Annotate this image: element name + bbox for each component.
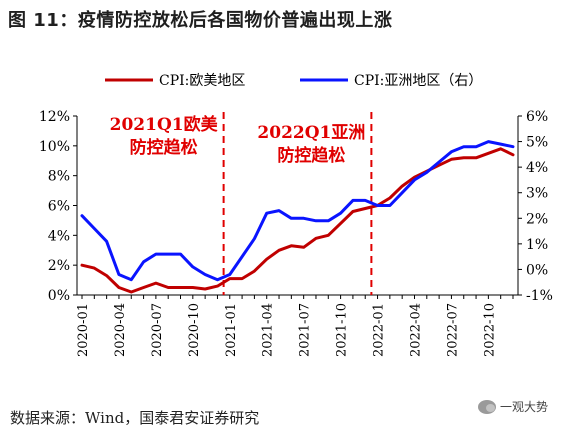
x-tick-label: 2022-04 [408, 303, 423, 357]
x-tick-label: 2021-04 [261, 303, 276, 357]
event-marker-label: 2022Q1亚洲 [257, 123, 365, 143]
event-marker-label: 防控趋松 [277, 145, 345, 166]
x-tick-label: 2020-07 [150, 303, 165, 357]
x-tick-label: 2022-10 [482, 303, 497, 357]
left-tick-label: 12% [39, 109, 70, 125]
left-tick-label: 6% [48, 199, 70, 215]
legend-label: CPI:欧美地区 [159, 73, 245, 89]
x-tick-label: 2021-01 [224, 303, 239, 357]
left-tick-label: 0% [48, 288, 70, 304]
right-tick-label: -1% [526, 288, 553, 304]
left-tick-label: 4% [48, 228, 70, 244]
right-tick-label: 4% [526, 160, 548, 176]
watermark-text: 一观大势 [500, 400, 549, 414]
series-line-asia [80, 140, 515, 282]
source-note: 数据来源：Wind，国泰君安证券研究 [10, 409, 260, 427]
event-marker-label: 防控趋松 [130, 137, 198, 158]
wechat-icon [478, 399, 496, 414]
event-marker-label: 2021Q1欧美 [110, 114, 219, 135]
series-lines [80, 140, 515, 294]
x-tick-label: 2020-04 [113, 303, 128, 357]
series-line-euro-us [80, 147, 515, 294]
x-tick-label: 2022-07 [445, 303, 460, 357]
chart-title: 图 11：疫情防控放松后各国物价普遍出现上涨 [8, 10, 393, 31]
x-tick-label: 2021-10 [335, 303, 350, 357]
x-tick-label: 2020-01 [76, 303, 91, 357]
x-tick-label: 2022-01 [372, 303, 387, 357]
left-tick-label: 2% [48, 258, 70, 274]
right-tick-label: 1% [526, 237, 548, 253]
legend-label: CPI:亚洲地区（右） [354, 73, 482, 89]
right-tick-label: 3% [526, 186, 548, 202]
watermark: 一观大势 [478, 398, 548, 415]
left-tick-label: 10% [39, 139, 70, 155]
right-tick-label: 6% [526, 109, 548, 125]
x-tick-label: 2021-07 [298, 303, 313, 357]
right-tick-label: 5% [526, 135, 548, 151]
axes: 0% 2% 4% 6% 8% 10% 12% -1% 0% 1% 2% 3% 4% 5% 6% 2020-01… [39, 109, 553, 357]
legend: CPI:欧美地区 CPI:亚洲地区（右） [105, 73, 482, 89]
right-tick-label: 2% [526, 211, 548, 227]
right-tick-label: 0% [526, 262, 548, 278]
x-tick-label: 2020-10 [187, 303, 202, 357]
left-tick-label: 8% [48, 169, 70, 185]
